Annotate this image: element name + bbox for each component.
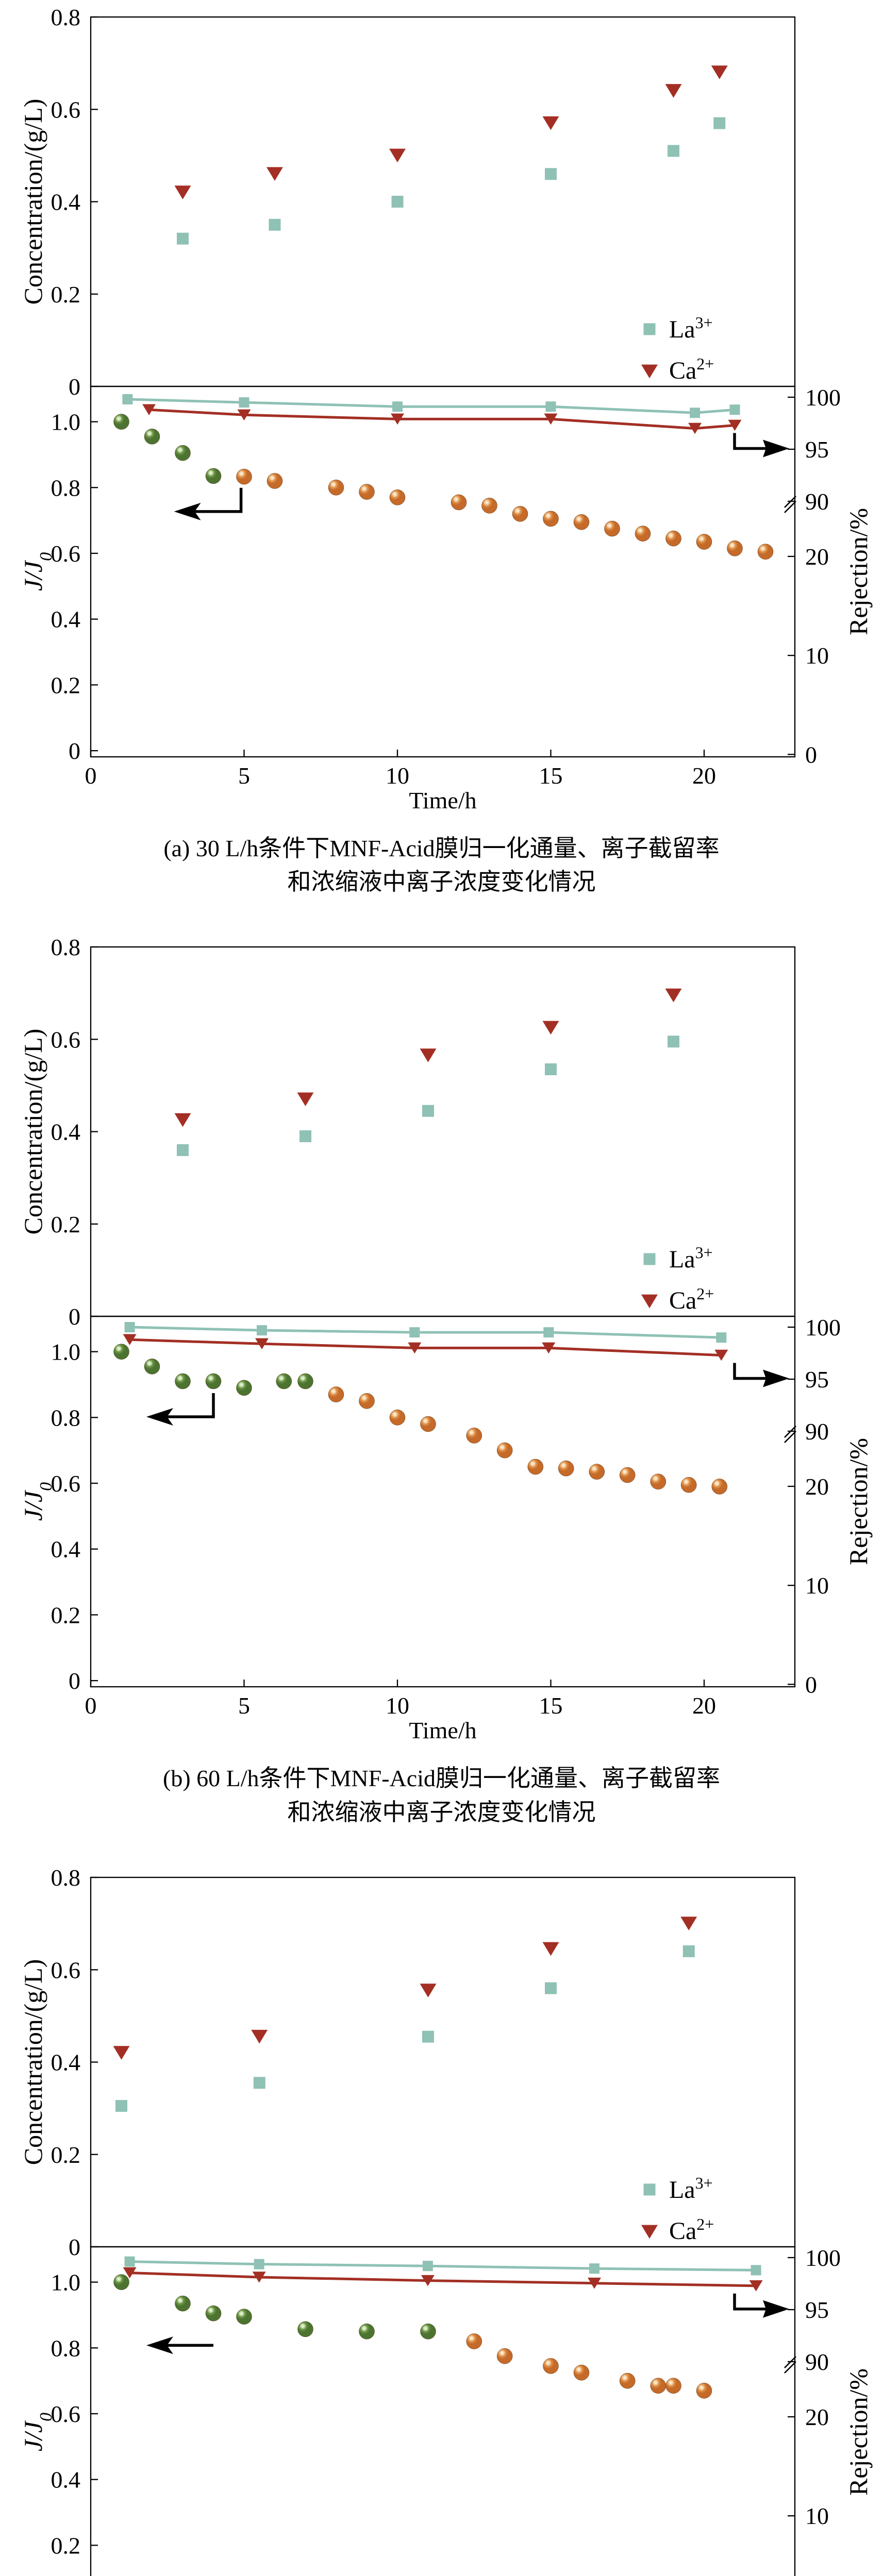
svg-text:0: 0 [805,1672,817,1698]
svg-text:0.4: 0.4 [51,1536,80,1563]
svg-text:0: 0 [69,1303,80,1330]
svg-text:95: 95 [805,2297,829,2323]
svg-text:1.0: 1.0 [51,409,80,435]
svg-text:100: 100 [805,1314,841,1341]
svg-text:10: 10 [805,2503,829,2529]
svg-text:20: 20 [805,544,829,570]
svg-text:0.8: 0.8 [51,1865,80,1891]
svg-text:20: 20 [805,2404,829,2430]
svg-text:0: 0 [85,762,97,789]
svg-text:5: 5 [238,762,250,789]
svg-text:0: 0 [69,2234,80,2260]
svg-text:0.6: 0.6 [51,96,80,123]
svg-text:0: 0 [69,374,80,400]
svg-text:0.8: 0.8 [51,934,80,960]
svg-text:15: 15 [539,762,563,789]
svg-text:0.2: 0.2 [51,281,80,308]
svg-text:95: 95 [805,1366,829,1393]
svg-text:10: 10 [386,1692,409,1719]
svg-text:90: 90 [805,488,829,515]
svg-text:0.2: 0.2 [51,1211,80,1238]
svg-text:0.4: 0.4 [51,1119,80,1145]
svg-text:0.6: 0.6 [51,1027,80,1053]
svg-text:Rejection/%: Rejection/% [844,2368,873,2496]
svg-text:20: 20 [692,762,716,789]
svg-text:100: 100 [805,384,841,411]
svg-text:0: 0 [85,1692,97,1719]
svg-text:0.8: 0.8 [51,1405,80,1431]
svg-text:0.2: 0.2 [51,2532,80,2558]
svg-text:0.4: 0.4 [51,2049,80,2075]
svg-text:0.4: 0.4 [51,2466,80,2493]
svg-text:0.8: 0.8 [51,474,80,501]
svg-text:0.6: 0.6 [51,1957,80,1983]
svg-text:0.2: 0.2 [51,672,80,698]
svg-text:0.8: 0.8 [51,4,80,30]
svg-text:1.0: 1.0 [51,2269,80,2295]
svg-text:15: 15 [539,1692,563,1719]
svg-text:10: 10 [805,642,829,669]
svg-text:0.4: 0.4 [51,606,80,633]
svg-text:10: 10 [386,762,409,789]
svg-text:0: 0 [69,738,80,764]
svg-text:Concentration/(g/L): Concentration/(g/L) [19,1959,47,2165]
svg-text:0: 0 [805,741,817,768]
svg-text:5: 5 [238,1692,250,1719]
svg-text:0: 0 [69,1668,80,1694]
svg-text:20: 20 [805,1473,829,1500]
svg-text:0.8: 0.8 [51,2335,80,2361]
svg-text:Time/h: Time/h [409,1717,476,1743]
svg-text:Concentration/(g/L): Concentration/(g/L) [19,1029,47,1235]
svg-text:Time/h: Time/h [409,787,476,814]
svg-text:10: 10 [805,1573,829,1599]
svg-text:Rejection/%: Rejection/% [844,1438,873,1565]
svg-text:0.4: 0.4 [51,189,80,215]
svg-text:95: 95 [805,436,829,463]
svg-text:100: 100 [805,2245,841,2271]
svg-text:1.0: 1.0 [51,1339,80,1365]
svg-text:0.2: 0.2 [51,1602,80,1629]
svg-text:90: 90 [805,1418,829,1445]
svg-text:20: 20 [692,1692,716,1719]
svg-text:0.2: 0.2 [51,2141,80,2167]
svg-text:90: 90 [805,2349,829,2375]
svg-text:Concentration/(g/L): Concentration/(g/L) [19,99,47,305]
svg-text:Rejection/%: Rejection/% [844,508,873,635]
